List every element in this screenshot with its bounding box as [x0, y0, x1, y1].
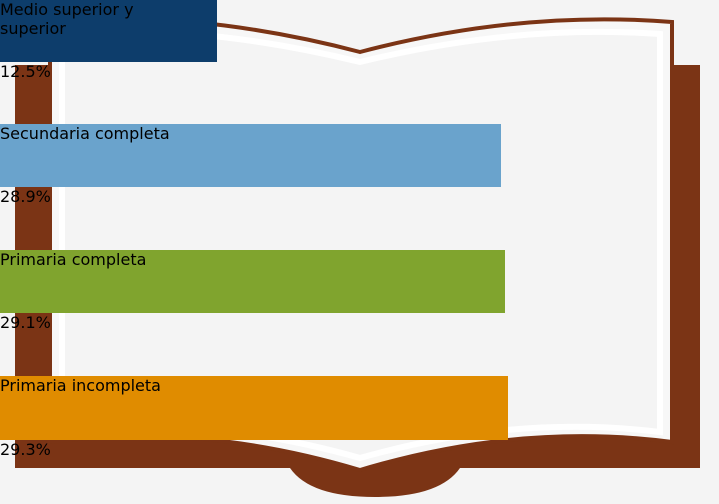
value-label: 29.3% — [0, 440, 51, 459]
bar: Medio superior y superior — [0, 0, 217, 62]
bar: Primaria completa — [0, 250, 505, 313]
bar: Secundaria completa — [0, 124, 502, 187]
category-label: Primaria completa — [0, 250, 147, 269]
bar: Primaria incompleta — [0, 376, 508, 440]
value-label: 29.1% — [0, 313, 51, 332]
value-label: 12.5% — [0, 62, 51, 81]
category-label: Medio superior y superior — [0, 0, 134, 38]
value-label: 28.9% — [0, 187, 51, 206]
category-label: Secundaria completa — [0, 124, 170, 143]
category-label: Primaria incompleta — [0, 376, 161, 395]
